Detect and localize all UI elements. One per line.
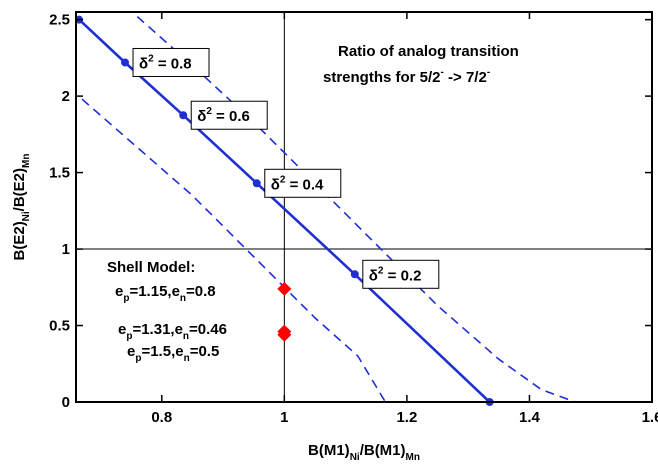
x-title-mid: /B(M1) [360, 442, 406, 459]
delta-symbol: δ [369, 267, 378, 284]
x-tick-label-4: 1.6 [642, 409, 658, 426]
y-title-sub1: Ni [21, 211, 32, 221]
shell-entry-part-5: =0.8 [186, 283, 216, 300]
x-axis-title: B(M1)Ni/B(M1)Mn [308, 442, 420, 463]
title2-sup1: - [441, 67, 444, 78]
y-title-main: B(E2) [11, 221, 28, 260]
shell-entry-part-5: =0.5 [190, 343, 220, 360]
shell-model-heading: Shell Model: [107, 259, 195, 276]
delta-label-1: δ2 = 0.6 [197, 106, 250, 125]
delta-value: = 0.2 [383, 267, 421, 284]
y-tick-label-5: 2.5 [49, 12, 70, 29]
shell-model-entry-0: ep=1.15,en=0.8 [115, 283, 216, 304]
delta-labels: δ2 = 0.8δ2 = 0.6δ2 = 0.4δ2 = 0.2 [132, 47, 440, 289]
shell-model-point-0 [277, 281, 292, 296]
y-title-sub2: Mn [21, 154, 32, 168]
x-tick-label-0: 0.8 [151, 409, 172, 426]
shell-model-entry-1: ep=1.31,en=0.46 [118, 321, 227, 342]
annotation-title-line1: Ratio of analog transition [338, 43, 519, 60]
delta-sup: 2 [148, 53, 154, 64]
markers [75, 15, 494, 406]
plot-frame [75, 11, 653, 403]
y-tick-label-1: 0.5 [49, 318, 70, 335]
shell-entry-part-0: e [115, 283, 123, 300]
marker-point-4 [350, 270, 359, 279]
shell-entry-part-4: n [184, 353, 190, 364]
title2-part-a: strengths for 5/2 [323, 69, 441, 86]
x-title-main: B(M1) [308, 442, 350, 459]
annotation-title-line2: strengths for 5/2- -> 7/2- [323, 67, 490, 86]
shell-entry-part-2: =1.31, [132, 321, 174, 338]
title2-part-b: -> 7/2 [444, 69, 487, 86]
delta-label-box-2 [264, 168, 342, 198]
x-tick-label-2: 1.2 [396, 409, 417, 426]
delta-label-box-3 [362, 259, 440, 289]
marker-point-3 [252, 179, 261, 188]
shell-entry-part-0: e [127, 343, 135, 360]
series-line-1-dashed [136, 16, 576, 403]
y-tick-label-2: 1 [62, 241, 70, 258]
y-tick-label-3: 1.5 [49, 165, 70, 182]
shell-entry-part-5: =0.46 [189, 321, 227, 338]
delta-label-3: δ2 = 0.2 [369, 265, 422, 284]
delta-value: = 0.4 [285, 176, 324, 193]
shell-model-entries: ep=1.15,en=0.8ep=1.31,en=0.46ep=1.5,en=0… [115, 283, 227, 364]
series-line-2-dashed [81, 98, 387, 403]
x-tick-label-3: 1.4 [519, 409, 541, 426]
shell-entry-part-2: =1.15, [129, 283, 171, 300]
shell-entry-part-0: e [118, 321, 126, 338]
delta-symbol: δ [197, 108, 206, 125]
delta-sup: 2 [378, 265, 384, 276]
x-title-sub1: Ni [350, 452, 360, 463]
delta-label-box-1 [190, 100, 268, 130]
shell-entry-part-1: p [135, 353, 141, 364]
marker-point-2 [179, 111, 188, 120]
title2-sup2: - [487, 67, 490, 78]
x-title-sub2: Mn [406, 452, 420, 463]
shell-model-point-2 [277, 324, 292, 339]
y-axis-title: B(E2)Ni/B(E2)Mn [11, 154, 32, 261]
shell-model-points [277, 281, 292, 342]
delta-sup: 2 [280, 174, 286, 185]
delta-label-2: δ2 = 0.4 [271, 174, 324, 193]
shell-entry-part-3: e [175, 343, 183, 360]
y-title-mid: /B(E2) [11, 168, 28, 211]
y-tick-label-0: 0 [62, 394, 70, 411]
shell-entry-part-1: p [123, 293, 129, 304]
delta-symbol: δ [271, 176, 280, 193]
shell-model-entry-2: ep=1.5,en=0.5 [127, 343, 219, 364]
shell-entry-part-4: n [183, 331, 189, 342]
series-line-0-solid [78, 18, 491, 403]
delta-sup: 2 [206, 106, 212, 117]
shell-entry-part-4: n [180, 293, 186, 304]
curves [78, 16, 576, 403]
delta-value: = 0.8 [154, 55, 192, 72]
axis-ticks: 0.8 1 1.2 1.4 1.6 0 0.5 1 1.5 2 2.5 [49, 12, 658, 426]
marker-point-1 [121, 58, 130, 67]
delta-label-0: δ2 = 0.8 [139, 53, 192, 72]
shell-entry-part-3: e [172, 283, 180, 300]
delta-value: = 0.6 [212, 108, 250, 125]
x-tick-label-1: 1 [280, 409, 288, 426]
shell-entry-part-3: e [175, 321, 183, 338]
delta-symbol: δ [139, 55, 148, 72]
shell-entry-part-1: p [126, 331, 132, 342]
y-tick-label-4: 2 [62, 88, 70, 105]
delta-label-box-0 [132, 47, 210, 77]
shell-entry-part-2: =1.5, [141, 343, 175, 360]
